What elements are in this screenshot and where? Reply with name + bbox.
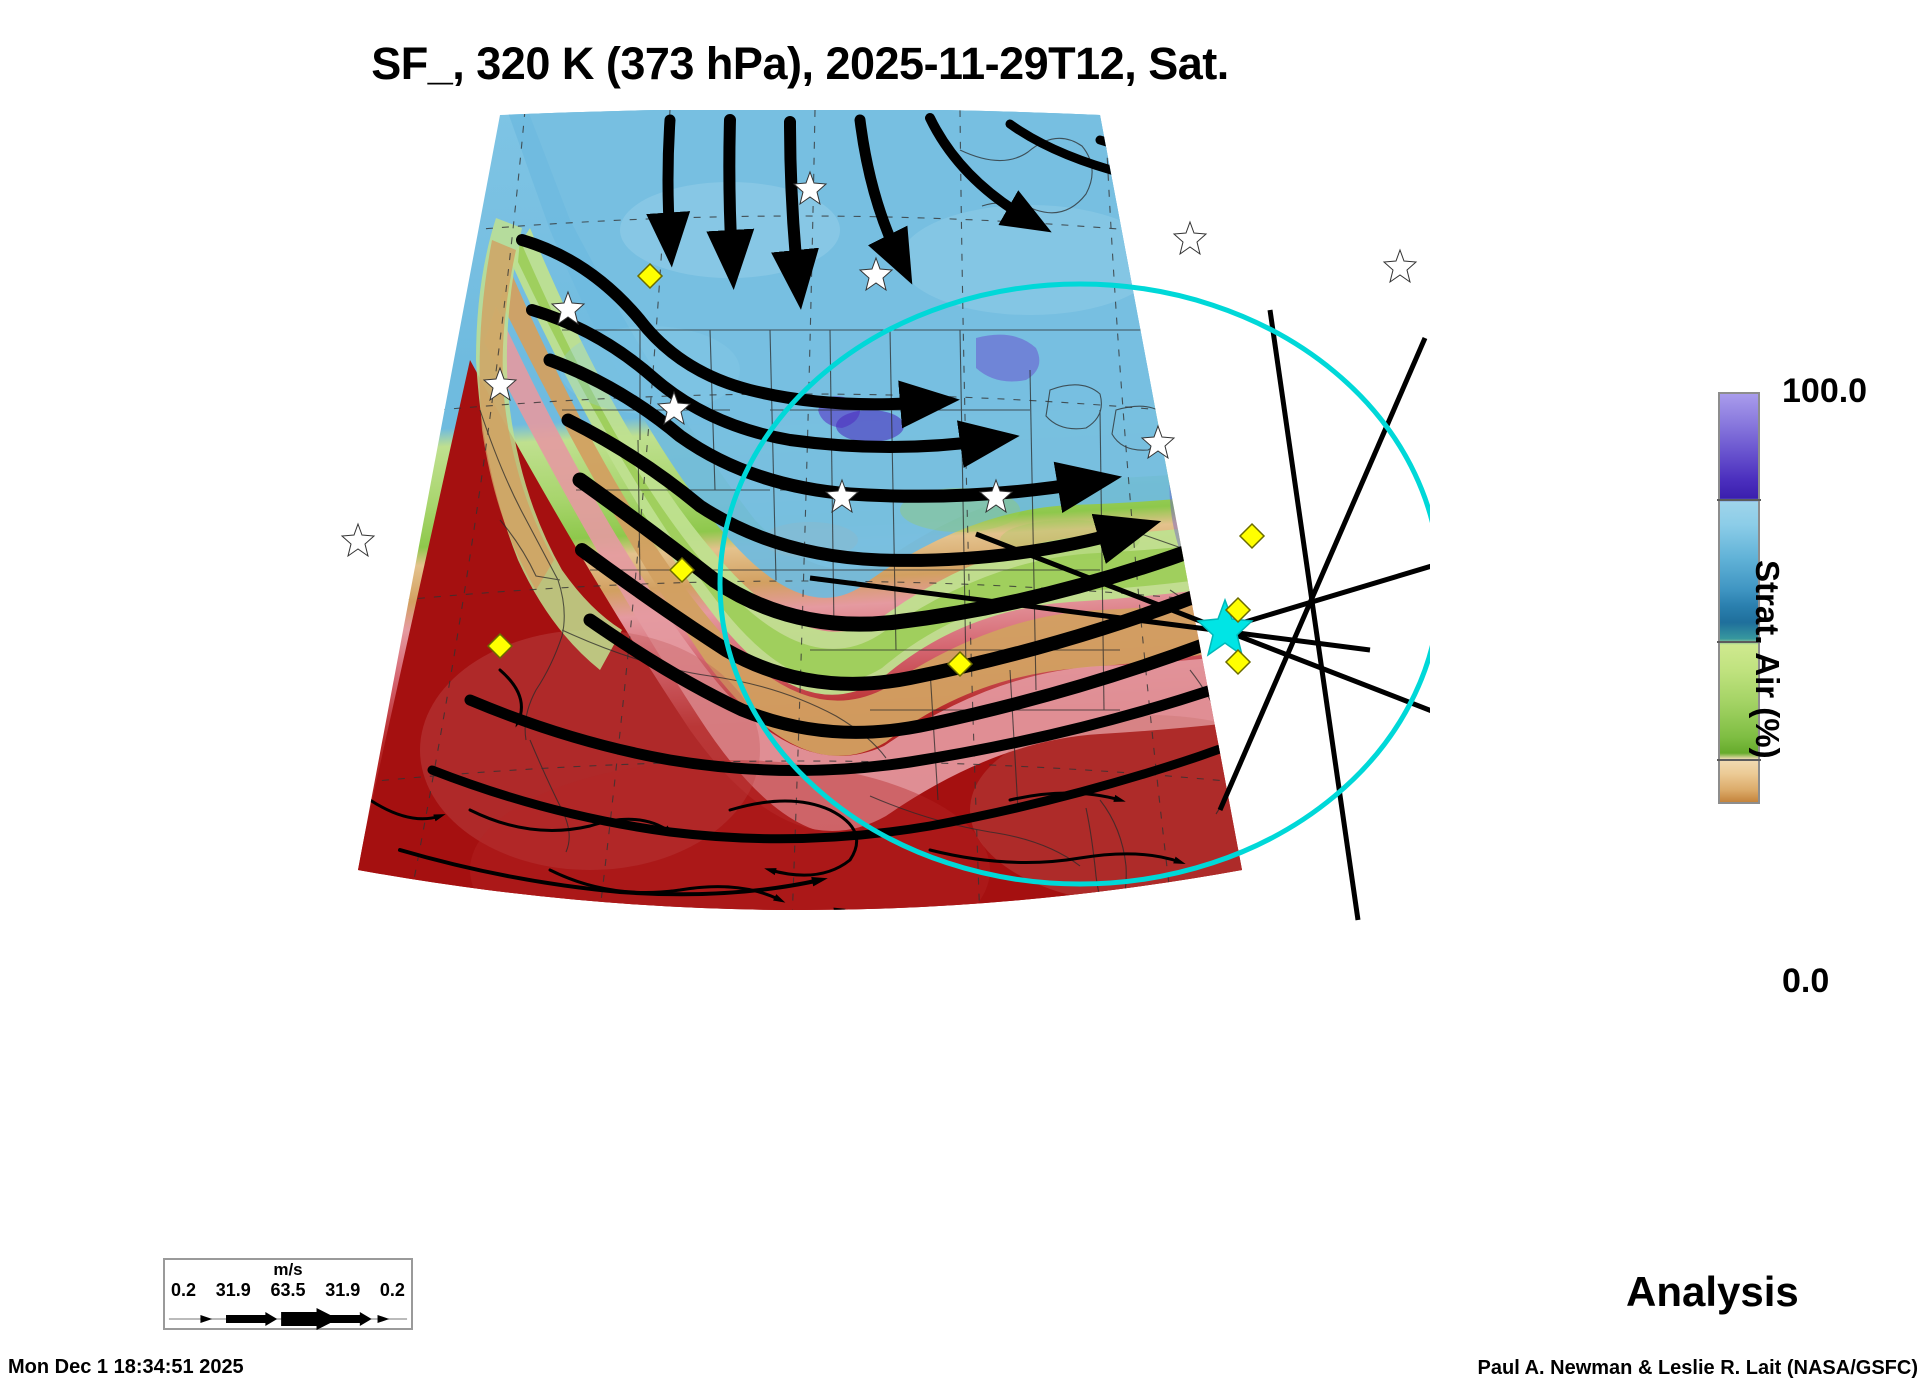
site-markers[interactable] — [486, 262, 1266, 678]
range-ring — [717, 281, 1430, 887]
colorbar-tick — [1717, 499, 1761, 502]
timestamp-label: Mon Dec 1 18:34:51 2025 — [8, 1356, 244, 1378]
wind-legend-value: 0.2 — [171, 1280, 197, 1300]
colorbar-max-label: 100.0 — [1782, 372, 1868, 410]
flight-tracks — [809, 309, 1430, 921]
colorbar[interactable] — [1717, 392, 1761, 804]
wind-legend-value: 0.2 — [379, 1280, 405, 1300]
wind-legend-arrows — [168, 1308, 408, 1330]
colorbar-axis-label: Strat. Air (%) — [1749, 560, 1786, 759]
wind-legend-value: 31.9 — [215, 1280, 251, 1300]
station-markers — [340, 170, 1418, 558]
analysis-label: Analysis — [1626, 1268, 1799, 1315]
center-station-marker[interactable] — [1196, 597, 1254, 657]
colorbar-gradient — [1718, 392, 1760, 804]
colorbar-min-label: 0.0 — [1782, 962, 1830, 1000]
colorbar-tick — [1717, 641, 1761, 644]
wind-legend-units: m/s — [273, 1260, 303, 1279]
wind-speed-legend: m/s 0.2 31.9 63.5 31.9 0.2 — [163, 1258, 413, 1330]
credit-label: Paul A. Newman & Leslie R. Lait (NASA/GS… — [1477, 1357, 1918, 1379]
wind-legend-values: 0.2 31.9 63.5 31.9 0.2 — [165, 1280, 411, 1301]
wind-legend-value: 63.5 — [270, 1280, 306, 1300]
colorbar-tick — [1717, 758, 1761, 761]
wind-legend-value: 31.9 — [325, 1280, 361, 1300]
page-title: SF_, 320 K (373 hPa), 2025-11-29T12, Sat… — [371, 38, 1229, 89]
map-plot[interactable] — [170, 110, 1430, 1070]
map-canvas[interactable] — [170, 110, 1430, 1070]
graticule — [365, 110, 1242, 910]
